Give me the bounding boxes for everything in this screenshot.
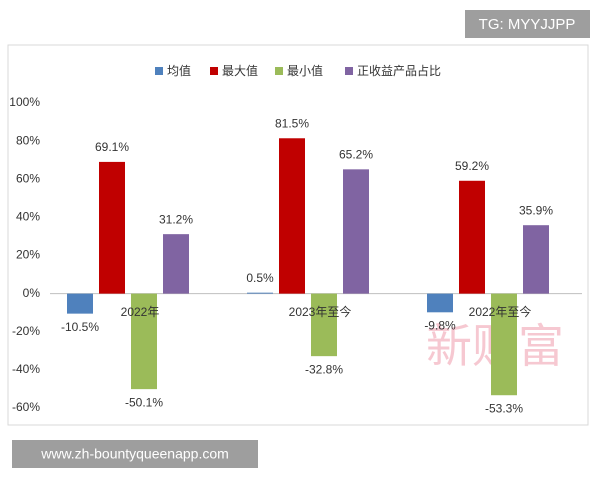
bar	[131, 293, 157, 390]
y-tick-label: -20%	[12, 324, 40, 338]
x-tick-label: 2022年至今	[469, 304, 532, 319]
bar	[67, 293, 93, 314]
x-tick-label: 2022年	[121, 305, 160, 319]
y-tick-label: 100%	[9, 95, 40, 109]
value-label: 35.9%	[519, 203, 553, 217]
value-label: -32.8%	[305, 362, 343, 376]
value-label: -9.8%	[424, 318, 456, 332]
bar	[99, 161, 125, 294]
legend-swatch	[345, 67, 353, 75]
y-tick-label: 0%	[23, 286, 41, 300]
footer-text: www.zh-bountyqueenapp.com	[40, 446, 229, 462]
value-label: 69.1%	[95, 140, 129, 154]
bar	[523, 225, 549, 294]
legend-label: 最大值	[222, 63, 258, 78]
bar	[427, 293, 453, 313]
footer-box	[12, 440, 258, 468]
bar	[343, 169, 369, 294]
bar	[491, 293, 517, 396]
bar	[459, 180, 485, 294]
x-tick-label: 2023年至今	[289, 304, 352, 319]
y-tick-label: 80%	[16, 133, 40, 147]
legend-swatch	[275, 67, 283, 75]
value-label: 59.2%	[455, 159, 489, 173]
value-label: -10.5%	[61, 320, 99, 334]
legend-swatch	[155, 67, 163, 75]
bar	[247, 292, 273, 294]
legend-label: 最小值	[287, 63, 323, 78]
bar	[163, 234, 189, 294]
value-label: -53.3%	[485, 401, 523, 415]
y-tick-label: 40%	[16, 210, 40, 224]
y-tick-label: 60%	[16, 171, 40, 185]
value-label: 31.2%	[159, 212, 193, 226]
value-label: 0.5%	[246, 271, 274, 285]
y-tick-label: -60%	[12, 400, 40, 414]
y-tick-label: -40%	[12, 362, 40, 376]
value-label: 65.2%	[339, 148, 373, 162]
legend-swatch	[210, 67, 218, 75]
tag-text: TG: MYYJJPP	[479, 16, 576, 33]
value-label: -50.1%	[125, 395, 163, 409]
value-label: 81.5%	[275, 116, 309, 130]
bar	[311, 293, 337, 357]
bar	[279, 138, 305, 294]
legend-label: 均值	[167, 63, 191, 78]
tag-box	[465, 10, 590, 38]
legend-label: 正收益产品占比	[357, 63, 441, 78]
y-tick-label: 20%	[16, 248, 40, 262]
